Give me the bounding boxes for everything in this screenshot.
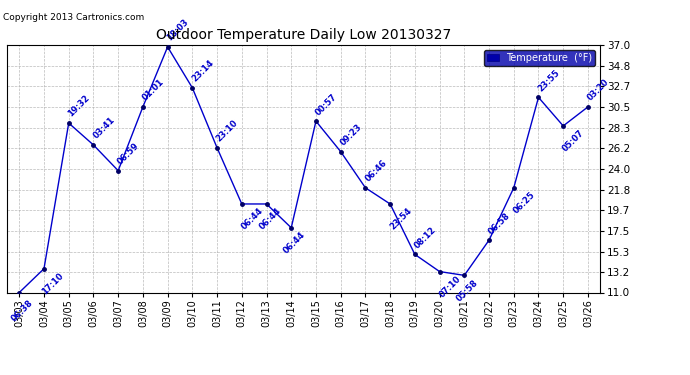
Text: 06:25: 06:25 <box>511 190 537 216</box>
Text: 06:46: 06:46 <box>363 158 388 184</box>
Text: 03:41: 03:41 <box>91 116 117 141</box>
Text: 23:55: 23:55 <box>536 68 562 93</box>
Text: Copyright 2013 Cartronics.com: Copyright 2013 Cartronics.com <box>3 13 145 22</box>
Text: 07:10: 07:10 <box>437 274 462 299</box>
Text: 03:20: 03:20 <box>586 78 611 103</box>
Text: 06:58: 06:58 <box>487 211 512 236</box>
Text: 06:44: 06:44 <box>282 230 307 255</box>
Text: 01:01: 01:01 <box>141 78 166 103</box>
Text: 08:12: 08:12 <box>413 225 438 250</box>
Text: 00:57: 00:57 <box>314 92 339 117</box>
Text: 23:14: 23:14 <box>190 58 215 84</box>
Text: 06:59: 06:59 <box>116 141 141 166</box>
Text: 23:54: 23:54 <box>388 207 413 232</box>
Text: 06:44: 06:44 <box>239 207 265 232</box>
Text: 05:58: 05:58 <box>455 278 480 303</box>
Text: 09:23: 09:23 <box>339 122 364 147</box>
Text: 06:38: 06:38 <box>10 298 35 323</box>
Text: 19:32: 19:32 <box>66 94 92 119</box>
Title: Outdoor Temperature Daily Low 20130327: Outdoor Temperature Daily Low 20130327 <box>156 28 451 42</box>
Text: 18:03: 18:03 <box>166 18 190 43</box>
Text: 23:10: 23:10 <box>215 118 240 144</box>
Text: 05:07: 05:07 <box>561 129 586 154</box>
Text: 17:10: 17:10 <box>41 271 66 297</box>
Text: 06:44: 06:44 <box>257 207 283 232</box>
Legend: Temperature  (°F): Temperature (°F) <box>484 50 595 66</box>
